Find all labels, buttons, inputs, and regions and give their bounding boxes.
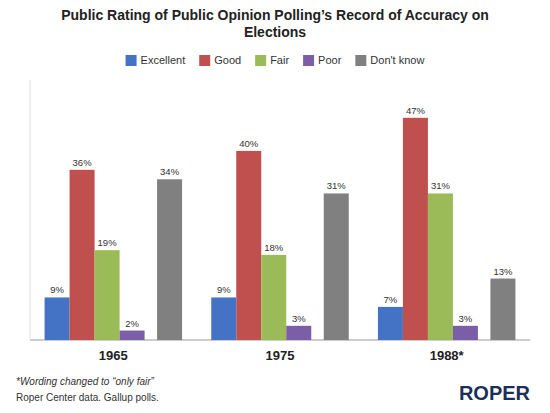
legend-label: Good	[214, 54, 241, 66]
legend-swatch	[199, 55, 210, 66]
data-label: 7%	[384, 294, 398, 305]
legend-swatch	[126, 55, 137, 66]
y-axis-line	[30, 80, 31, 340]
data-label: 9%	[217, 284, 231, 295]
legend-swatch	[303, 55, 314, 66]
title-line: Elections	[244, 24, 306, 40]
bar	[428, 193, 453, 340]
data-label: 31%	[327, 180, 347, 191]
bar	[120, 331, 145, 340]
data-label: 19%	[98, 237, 118, 248]
logo-text: ROPER	[459, 382, 531, 404]
legend-swatch	[355, 55, 366, 66]
data-label: 2%	[125, 318, 139, 329]
bar	[236, 151, 261, 340]
footnote: Roper Center data. Gallup polls.	[16, 392, 159, 403]
legend-item: Excellent	[126, 54, 186, 66]
data-label: 40%	[239, 138, 259, 149]
bar	[324, 193, 349, 340]
bar	[261, 255, 286, 340]
legend: Excellent Good Fair Poor Don't know	[126, 54, 425, 66]
bar	[211, 297, 236, 340]
bar	[95, 250, 120, 340]
x-tick-label: 1988*	[430, 348, 465, 363]
data-label: 9%	[50, 284, 64, 295]
bars	[45, 118, 516, 340]
bar	[45, 297, 70, 340]
data-label: 13%	[493, 266, 513, 277]
x-tick-label: 1965	[99, 348, 128, 363]
legend-label: Fair	[270, 54, 289, 66]
legend-label: Don't know	[370, 54, 424, 66]
footnote: *Wording changed to “only fair”	[16, 376, 155, 387]
data-label: 3%	[292, 313, 306, 324]
data-label: 36%	[73, 157, 93, 168]
x-tick-label: 1975	[266, 348, 295, 363]
data-label: 34%	[160, 166, 180, 177]
legend-item: Don't know	[355, 54, 424, 66]
data-label: 3%	[459, 313, 473, 324]
bar	[378, 307, 403, 340]
legend-item: Poor	[303, 54, 342, 66]
data-labels: 9% 9% 7% 36% 40% 47% 19% 18% 31% 2% 3% 3% 34% 31% 13%	[50, 105, 513, 329]
bar	[453, 326, 478, 340]
legend-label: Excellent	[141, 54, 186, 66]
legend-label: Poor	[318, 54, 342, 66]
bar	[70, 170, 95, 340]
data-label: 47%	[406, 105, 426, 116]
data-label: 18%	[264, 242, 284, 253]
bar	[157, 179, 182, 340]
legend-swatch	[255, 55, 266, 66]
bar	[286, 326, 311, 340]
title: Public Rating of Public Opinion Polling’…	[61, 7, 489, 40]
chart: Public Rating of Public Opinion Polling’…	[0, 0, 550, 413]
bar	[403, 118, 428, 340]
legend-item: Fair	[255, 54, 289, 66]
legend-item: Good	[199, 54, 241, 66]
title-line: Public Rating of Public Opinion Polling’…	[61, 7, 489, 23]
data-label: 31%	[431, 180, 451, 191]
bar	[490, 279, 515, 340]
